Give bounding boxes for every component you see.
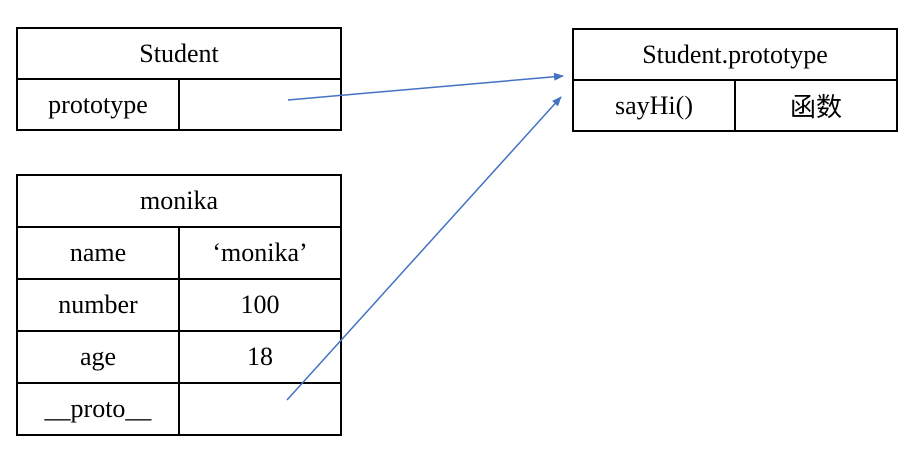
student-title: Student <box>15 27 343 80</box>
sayhi-value: 函数 <box>734 79 898 132</box>
student-prototype-key: prototype <box>16 78 180 131</box>
monika-title: monika <box>16 174 342 228</box>
monika-number-key: number <box>16 278 180 332</box>
monika-number-value: 100 <box>178 278 342 332</box>
student-prototype-value <box>177 78 343 131</box>
monika-name-value: ‘monika’ <box>178 226 342 280</box>
sayhi-key: sayHi() <box>572 79 736 132</box>
monika-proto-key: __proto__ <box>16 382 180 436</box>
monika-proto-value <box>178 382 342 436</box>
monika-table: monika name ‘monika’ number 100 age 18 _… <box>16 174 342 436</box>
monika-age-key: age <box>16 330 180 384</box>
student-prototype-table: Student.prototype sayHi() 函数 <box>572 28 898 132</box>
monika-name-key: name <box>16 226 180 280</box>
student-prototype-title: Student.prototype <box>572 28 898 81</box>
monika-age-value: 18 <box>178 330 342 384</box>
student-table: Student prototype <box>15 27 343 131</box>
